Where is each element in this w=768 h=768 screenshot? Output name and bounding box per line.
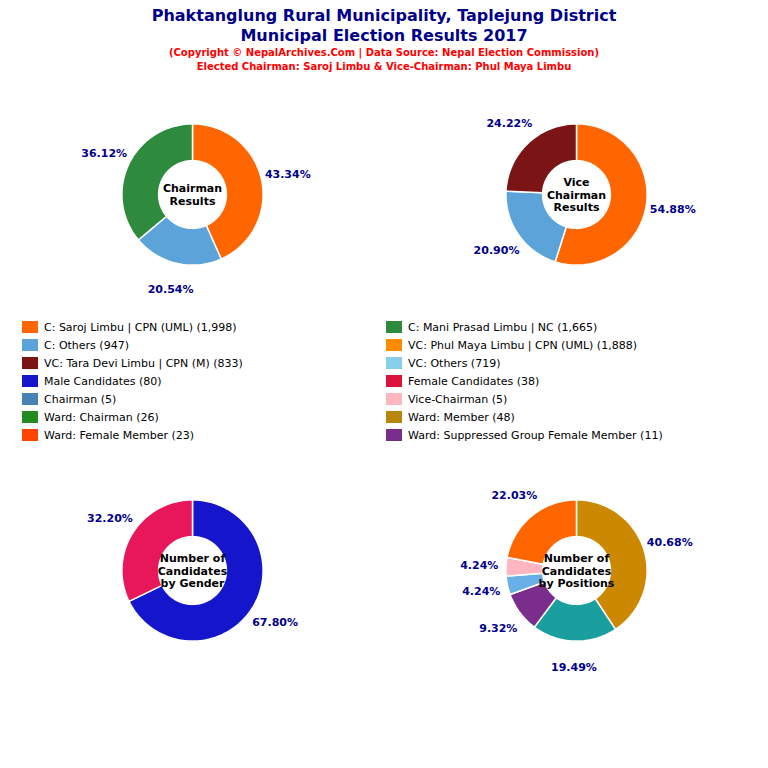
html-text:C: Mani Prasad Limbu | NC (1,6: C: Mani Prasad Limbu | NC (1,665) xyxy=(408,320,598,334)
html-text:VC: Others (719): VC: Others (719) xyxy=(408,356,501,370)
svg-text:40.68%: 40.68% xyxy=(647,536,693,549)
svg-text:20.90%: 20.90% xyxy=(474,244,520,257)
svg-text:9.32%: 9.32% xyxy=(479,622,517,635)
html-text:VC: Phul Maya Limbu | CPN (UML: VC: Phul Maya Limbu | CPN (UML) (1,888) xyxy=(408,338,637,352)
html-text:Female Candidates (38): Female Candidates (38) xyxy=(408,374,540,388)
svg-text:Number ofCandidatesby Gender: Number ofCandidatesby Gender xyxy=(158,552,228,590)
svg-text:ViceChairmanResults: ViceChairmanResults xyxy=(547,176,606,214)
svg-text:36.12%: 36.12% xyxy=(81,147,127,160)
svg-text:Number ofCandidatesby Position: Number ofCandidatesby Positions xyxy=(539,552,615,590)
html-text:Phaktanglung Rural Municipalit: Phaktanglung Rural Municipality, Tapleju… xyxy=(151,6,617,25)
svg-text:24.22%: 24.22% xyxy=(486,117,532,130)
html-text:Ward: Suppressed Group Female: Ward: Suppressed Group Female Member (11… xyxy=(408,428,663,442)
html-text:VC: Tara Devi Limbu | CPN (M): VC: Tara Devi Limbu | CPN (M) (833) xyxy=(44,356,243,370)
svg-text:54.88%: 54.88% xyxy=(650,203,696,216)
html-text:C: Others (947): C: Others (947) xyxy=(44,338,129,352)
html-text:Vice-Chairman (5): Vice-Chairman (5) xyxy=(408,392,508,406)
svg-text:ChairmanResults: ChairmanResults xyxy=(163,182,222,208)
html-text:Ward: Member (48): Ward: Member (48) xyxy=(408,410,515,424)
html-text:C: Saroj Limbu | CPN (UML) (1,: C: Saroj Limbu | CPN (UML) (1,998) xyxy=(44,320,237,334)
svg-text:32.20%: 32.20% xyxy=(87,512,133,525)
html-text:Ward: Chairman (26): Ward: Chairman (26) xyxy=(44,410,159,424)
svg-text:4.24%: 4.24% xyxy=(462,585,500,598)
svg-text:20.54%: 20.54% xyxy=(148,283,194,296)
svg-text:43.34%: 43.34% xyxy=(265,168,311,181)
html-text:Elected Chairman: Saroj Limbu: Elected Chairman: Saroj Limbu & Vice-Cha… xyxy=(196,61,572,72)
svg-text:4.24%: 4.24% xyxy=(460,559,498,572)
html-text:Male Candidates (80): Male Candidates (80) xyxy=(44,374,162,388)
svg-text:22.03%: 22.03% xyxy=(491,489,537,502)
svg-text:67.80%: 67.80% xyxy=(252,616,298,629)
html-text:Ward: Female Member (23): Ward: Female Member (23) xyxy=(44,428,194,442)
html-text:Chairman (5): Chairman (5) xyxy=(44,392,117,406)
html-text:Municipal Election Results 201: Municipal Election Results 2017 xyxy=(240,26,528,45)
svg-text:19.49%: 19.49% xyxy=(551,661,597,674)
html-text:(Copyright © NepalArchives.Com: (Copyright © NepalArchives.Com | Data So… xyxy=(168,47,600,58)
